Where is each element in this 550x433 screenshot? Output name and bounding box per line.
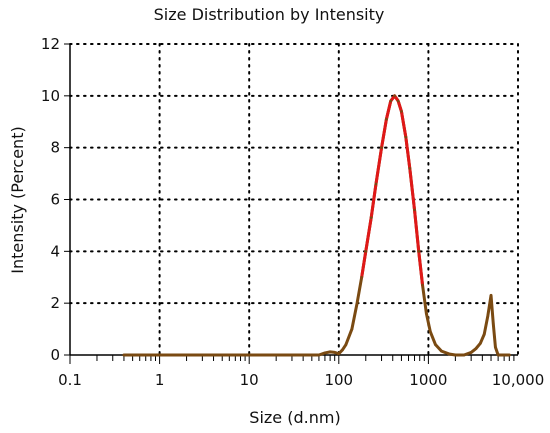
grid [69,43,519,356]
data-point [369,216,373,219]
y-tick-label: 2 [50,294,60,312]
data-point [502,353,506,357]
y-tick-labels: 0 2 4 6 8 10 12 [41,35,60,364]
data-point [350,327,354,331]
series-layer [122,94,511,357]
data-point [393,94,396,98]
data-point [454,353,457,357]
y-tick-label: 6 [50,191,60,209]
data-point [374,182,378,186]
data-point [494,345,497,349]
data-point [323,351,327,355]
data-point [428,330,432,333]
data-point [417,250,421,253]
x-tick-label: 1000 [409,371,447,389]
y-axis-label: Intensity (Percent) [8,126,27,273]
data-point [364,250,368,253]
x-tick-label: 10 [240,371,259,389]
data-point [408,167,412,170]
data-point [421,283,424,287]
data-point [396,99,400,103]
data-point [489,294,493,297]
data-point [469,351,473,354]
data-point [247,353,251,357]
data-point [337,352,341,356]
data-point [158,353,161,357]
data-point [447,352,451,356]
data-point [380,146,383,149]
data-point [496,353,500,357]
data-point [499,353,503,357]
chart-title: Size Distribution by Intensity [154,5,385,24]
data-point [434,343,437,346]
data-point [333,351,337,354]
data-point [413,208,416,212]
data-point [360,275,363,279]
y-tick-label: 10 [41,87,60,105]
series-line [122,94,511,357]
data-point [440,349,443,353]
x-axis-label: Size (d.nm) [249,408,340,427]
data-point [122,353,126,357]
data-point [389,99,393,103]
x-tick-label: 1 [155,371,165,389]
x-tick-labels: 0.1 1 10 100 1000 10,000 [58,371,544,389]
y-tick-label: 8 [50,139,60,157]
data-point [486,314,490,318]
data-point [341,348,344,352]
x-tick-label: 10,000 [492,371,545,389]
data-point [479,342,482,345]
data-point [400,110,403,113]
data-point [317,353,321,357]
data-point [482,332,486,336]
y-tick-label: 4 [50,242,60,260]
data-point [385,117,388,121]
y-tick-label: 12 [41,35,60,53]
x-tick-label: 100 [324,371,353,389]
data-point [201,353,204,357]
data-point [328,350,332,354]
data-point [462,353,466,357]
data-point [474,347,478,350]
major-peak-line [360,94,425,287]
axes [64,43,518,364]
data-point [355,301,359,305]
x-tick-label: 0.1 [58,371,82,389]
data-point [491,322,495,326]
data-point [290,353,294,357]
data-point [508,353,511,357]
data-point [344,343,348,346]
data-point [425,312,428,315]
y-tick-label: 0 [50,346,60,364]
data-point [404,136,408,139]
